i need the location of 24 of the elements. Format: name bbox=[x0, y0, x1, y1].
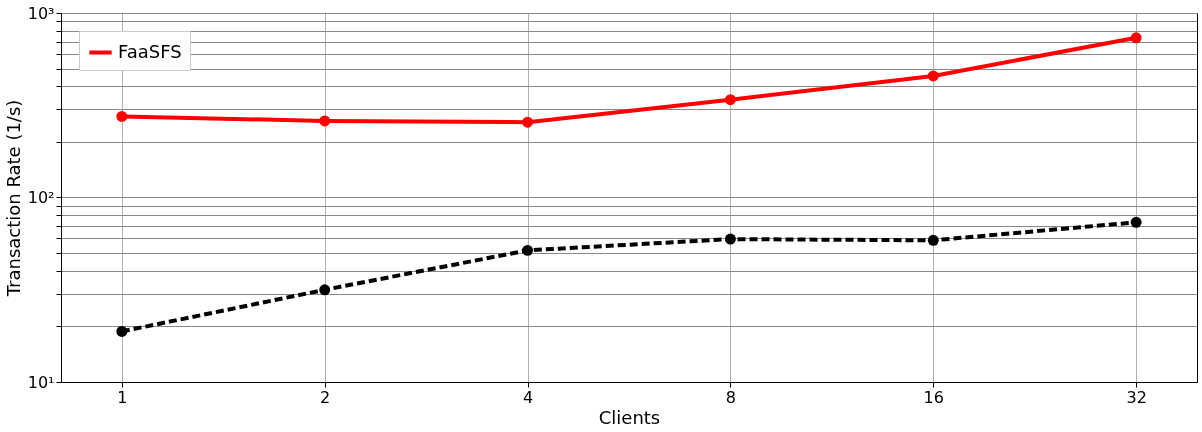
point bbox=[927, 70, 939, 82]
point bbox=[319, 115, 331, 127]
x-tick-label: 2 bbox=[320, 387, 331, 407]
x-tick-label: 1 bbox=[117, 387, 128, 407]
point bbox=[522, 244, 534, 256]
x-tick-label: 8 bbox=[725, 387, 737, 407]
point bbox=[116, 110, 128, 122]
y-tick-label: 10² bbox=[27, 188, 55, 207]
x-tick-label: 4 bbox=[522, 387, 534, 407]
y-axis-title: Transaction Rate (1/s) bbox=[2, 99, 24, 298]
x-tick-label: 32 bbox=[1126, 387, 1147, 407]
x-tick-label: 16 bbox=[923, 387, 944, 407]
x-axis-title: Clients bbox=[598, 406, 661, 428]
point bbox=[927, 234, 939, 246]
point bbox=[1130, 32, 1142, 44]
point bbox=[724, 233, 736, 245]
point bbox=[116, 325, 128, 337]
point bbox=[724, 94, 736, 106]
point bbox=[522, 116, 534, 128]
y-tick-label: 10¹ bbox=[27, 372, 55, 392]
point bbox=[319, 284, 331, 296]
y-tick-label: 10³ bbox=[27, 3, 55, 23]
point bbox=[1130, 216, 1142, 228]
legend-label: FaaSFS bbox=[118, 40, 182, 62]
